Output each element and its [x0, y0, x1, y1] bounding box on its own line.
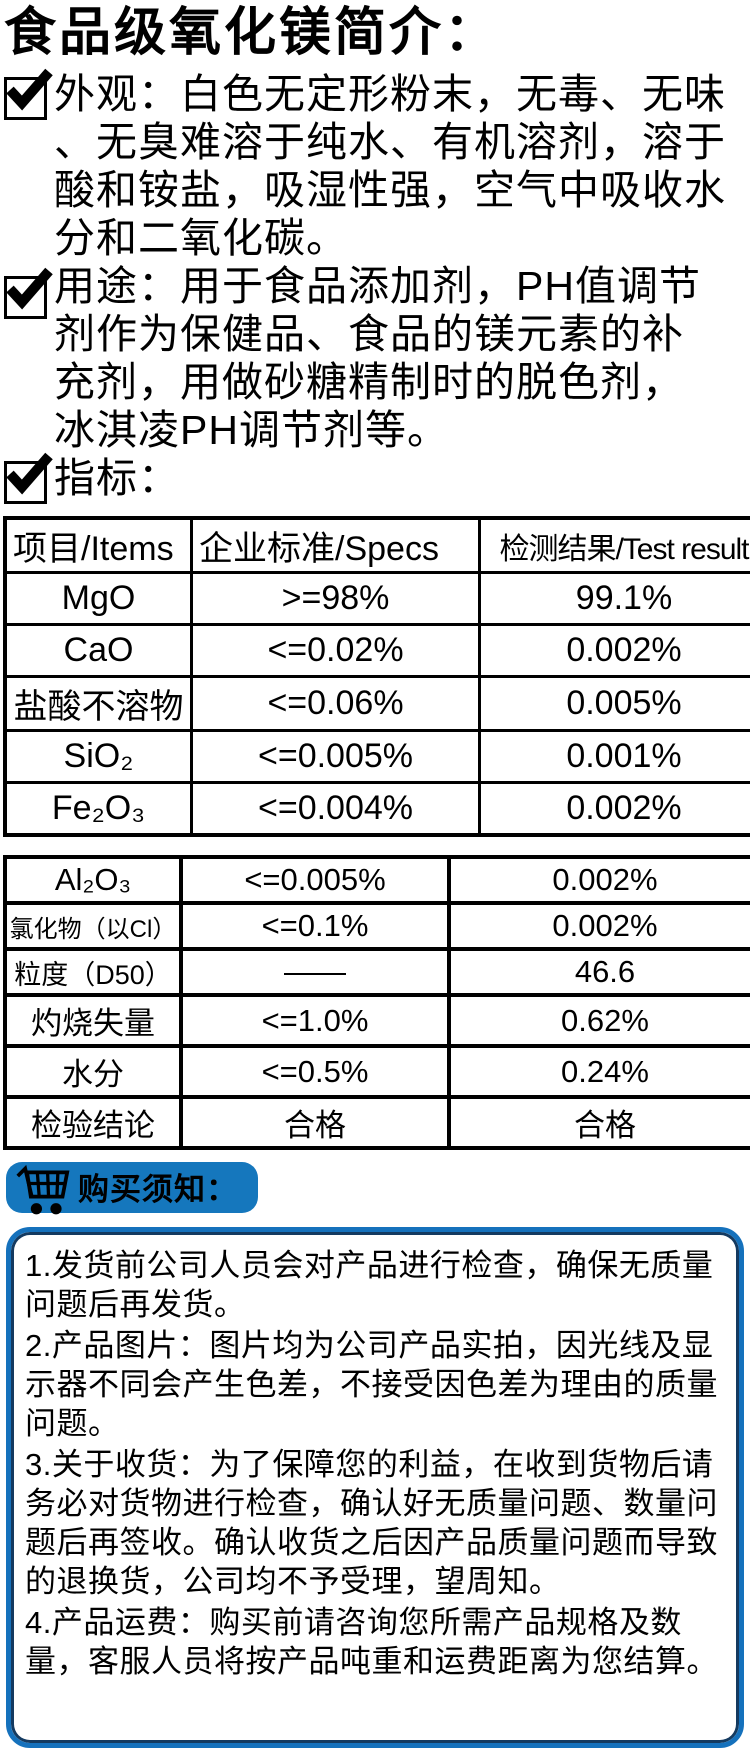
- table-row: 灼烧失量 <=1.0% 0.62%: [5, 995, 750, 1046]
- spec-cell: <=0.06%: [192, 677, 480, 731]
- checked-checkbox-icon: [4, 461, 47, 504]
- bullet-text-line: 外观：白色无定形粉末，无毒、无味: [54, 70, 750, 118]
- table-row: CaO <=0.02% 0.002%: [5, 625, 750, 677]
- bullet-uses: 用途：用于食品添加剂，PH值调节 剂作为保健品、食品的镁元素的补 充剂，用做砂糖…: [0, 262, 750, 454]
- spec-cell: <=0.5%: [181, 1046, 449, 1097]
- table-row: SiO₂ <=0.005% 0.001%: [5, 731, 750, 783]
- item-cell: SiO₂: [5, 731, 192, 783]
- purchase-note: 1.发货前公司人员会对产品进行检查，确保无质量问题后再发货。: [25, 1246, 723, 1324]
- column-header-items: 项目/Items: [5, 518, 192, 573]
- table-row: Fe₂O₃ <=0.004% 0.002%: [5, 783, 750, 836]
- item-cell: 水分: [5, 1046, 181, 1097]
- checked-checkbox-icon: [4, 77, 47, 120]
- item-cell: Fe₂O₃: [5, 783, 192, 836]
- table-row: 检验结论 合格 合格: [5, 1097, 750, 1148]
- result-cell: 0.005%: [480, 677, 750, 731]
- spec-cell: >=98%: [192, 573, 480, 625]
- bullet-text-line: 、无臭难溶于纯水、有机溶剂，溶于: [54, 118, 750, 166]
- result-cell: 0.002%: [480, 783, 750, 836]
- spec-cell: 合格: [181, 1097, 449, 1148]
- result-cell: 46.6: [449, 949, 750, 995]
- spec-cell: <=1.0%: [181, 995, 449, 1046]
- bullet-appearance: 外观：白色无定形粉末，无毒、无味 、无臭难溶于纯水、有机溶剂，溶于 酸和铵盐，吸…: [0, 70, 750, 262]
- bullet-text-line: 指标：: [54, 454, 750, 502]
- result-cell: 0.002%: [480, 625, 750, 677]
- bullet-text-line: 用途：用于食品添加剂，PH值调节: [54, 262, 750, 310]
- spec-table-1: 项目/Items 企业标准/Specs 检测结果/Test result MgO…: [3, 516, 750, 837]
- spec-cell: <=0.005%: [192, 731, 480, 783]
- result-cell: 99.1%: [480, 573, 750, 625]
- table-row: 盐酸不溶物 <=0.06% 0.005%: [5, 677, 750, 731]
- spec-cell: <=0.02%: [192, 625, 480, 677]
- purchase-notice-label: 购买须知：: [78, 1164, 238, 1209]
- result-cell: 合格: [449, 1097, 750, 1148]
- bullet-specs-heading: 指标：: [0, 454, 750, 502]
- table-header-row: 项目/Items 企业标准/Specs 检测结果/Test result: [5, 518, 750, 573]
- item-cell: CaO: [5, 625, 192, 677]
- table-row: 氯化物（以Cl） <=0.1% 0.002%: [5, 903, 750, 949]
- result-cell: 0.002%: [449, 857, 750, 903]
- bullet-text-line: 冰淇凌PH调节剂等。: [54, 406, 750, 454]
- item-cell: 检验结论: [5, 1097, 181, 1148]
- purchase-note: 4.产品运费：购买前请咨询您所需产品规格及数量，客服人员将按产品吨重和运费距离为…: [25, 1603, 723, 1681]
- result-cell: 0.24%: [449, 1046, 750, 1097]
- table-row: Al₂O₃ <=0.005% 0.002%: [5, 857, 750, 903]
- bullet-text-line: 剂作为保健品、食品的镁元素的补: [54, 310, 750, 358]
- bullet-text-line: 酸和铵盐，吸湿性强，空气中吸收水: [54, 166, 750, 214]
- spec-cell: ——: [181, 949, 449, 995]
- result-cell: 0.62%: [449, 995, 750, 1046]
- spec-cell: <=0.1%: [181, 903, 449, 949]
- purchase-notes-box: 1.发货前公司人员会对产品进行检查，确保无质量问题后再发货。 2.产品图片：图片…: [6, 1227, 744, 1748]
- bullet-text-line: 充剂，用做砂糖精制时的脱色剂，: [54, 358, 750, 406]
- item-cell: 盐酸不溶物: [5, 677, 192, 731]
- item-cell: 氯化物（以Cl）: [5, 903, 181, 949]
- column-header-result: 检测结果/Test result: [480, 518, 750, 573]
- column-header-specs: 企业标准/Specs: [192, 518, 480, 573]
- result-cell: 0.002%: [449, 903, 750, 949]
- spec-cell: <=0.005%: [181, 857, 449, 903]
- purchase-note: 3.关于收货：为了保障您的利益，在收到货物后请务必对货物进行检查，确认好无质量问…: [25, 1445, 723, 1601]
- item-cell: 灼烧失量: [5, 995, 181, 1046]
- shopping-cart-icon: [14, 1164, 70, 1223]
- spec-table-2: Al₂O₃ <=0.005% 0.002% 氯化物（以Cl） <=0.1% 0.…: [3, 855, 750, 1150]
- item-cell: MgO: [5, 573, 192, 625]
- bullet-text-line: 分和二氧化碳。: [54, 214, 750, 262]
- spec-cell: <=0.004%: [192, 783, 480, 836]
- purchase-note: 2.产品图片：图片均为公司产品实拍，因光线及显示器不同会产生色差，不接受因色差为…: [25, 1326, 723, 1443]
- item-cell: Al₂O₃: [5, 857, 181, 903]
- table-row: 粒度（D50） —— 46.6: [5, 949, 750, 995]
- result-cell: 0.001%: [480, 731, 750, 783]
- table-row: 水分 <=0.5% 0.24%: [5, 1046, 750, 1097]
- page-title: 食品级氧化镁简介：: [4, 4, 750, 62]
- item-cell: 粒度（D50）: [5, 949, 181, 995]
- table-row: MgO >=98% 99.1%: [5, 573, 750, 625]
- checked-checkbox-icon: [4, 276, 47, 319]
- purchase-notice-badge: 购买须知：: [6, 1162, 258, 1213]
